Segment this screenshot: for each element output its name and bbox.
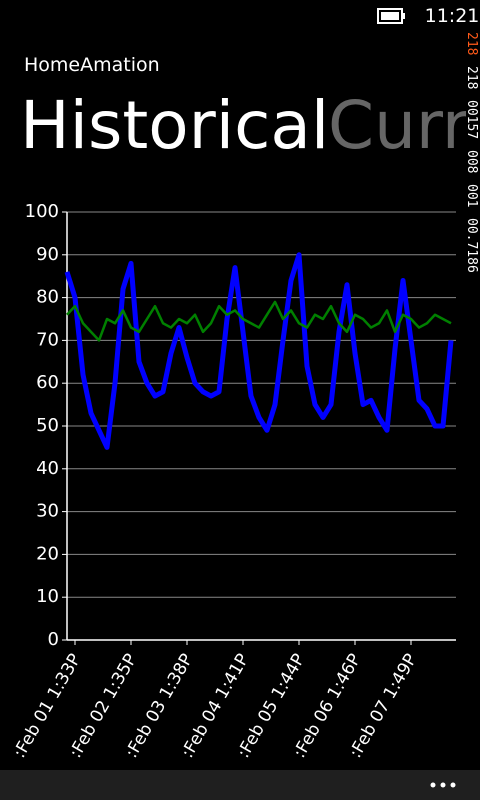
debug-counter-line: 00.7186: [464, 218, 479, 273]
y-tick-label: 0: [48, 629, 59, 650]
y-tick-label: 20: [36, 543, 59, 564]
debug-counter-line: 008: [464, 150, 479, 173]
y-tick-label: 30: [36, 501, 59, 522]
data-line: [64, 252, 454, 450]
app-title: HomeAmation: [24, 54, 160, 76]
app-bar: [0, 770, 480, 800]
data-line: [66, 300, 452, 342]
status-time: 11:21: [425, 5, 480, 27]
y-tick-label: 80: [36, 287, 59, 308]
battery-icon: [377, 8, 405, 24]
y-tick-label: 100: [25, 201, 59, 222]
y-tick-label: 40: [36, 458, 59, 479]
y-tick-label: 90: [36, 244, 59, 265]
y-tick-label: 10: [36, 586, 59, 607]
debug-counter-line: 00157: [464, 100, 479, 139]
pivot-header-active[interactable]: Historical: [20, 87, 329, 164]
app-bar-more-button[interactable]: [430, 782, 456, 788]
debug-counter-line: 001: [464, 184, 479, 207]
debug-counter: 218 218 00157 008 001 00.7186: [464, 32, 479, 273]
y-tick-label: 70: [36, 329, 59, 350]
pivot-header-inactive[interactable]: Current: [328, 87, 480, 164]
y-tick-label: 50: [36, 415, 59, 436]
debug-counter-line: 218: [464, 66, 479, 89]
y-tick-label: 60: [36, 372, 59, 393]
debug-counter-line: 218: [464, 32, 479, 55]
